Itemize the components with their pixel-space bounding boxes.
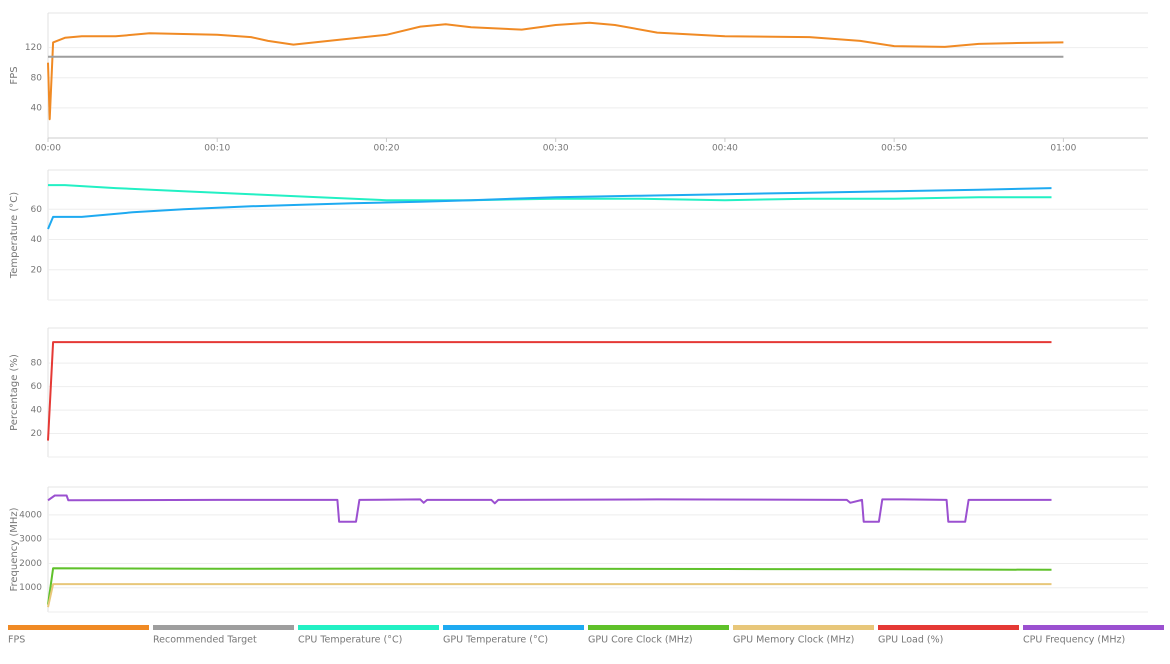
series-line xyxy=(47,187,1052,230)
y-tick-label: 40 xyxy=(31,103,43,113)
y-tick-label: 4000 xyxy=(19,510,42,520)
x-tick-label: 01:00 xyxy=(1050,144,1076,154)
y-tick-label: 80 xyxy=(31,359,43,369)
legend-label: Recommended Target xyxy=(153,635,257,646)
x-tick-label: 00:40 xyxy=(712,144,738,154)
legend-swatch xyxy=(1023,625,1164,630)
y-tick-label: 80 xyxy=(31,73,43,83)
y-axis-label: Percentage (%) xyxy=(9,354,20,431)
y-axis-label: Frequency (MHz) xyxy=(9,507,20,591)
x-tick-label: 00:50 xyxy=(881,144,907,154)
legend-swatch xyxy=(298,625,439,630)
series-line xyxy=(47,583,1052,608)
y-tick-label: 60 xyxy=(31,382,43,392)
legend-label: CPU Frequency (MHz) xyxy=(1023,635,1125,646)
series-line xyxy=(47,21,1064,121)
y-tick-label: 3000 xyxy=(19,535,42,545)
y-tick-label: 20 xyxy=(31,265,43,275)
legend-label: FPS xyxy=(8,635,25,646)
y-tick-label: 120 xyxy=(25,43,42,53)
legend-swatch xyxy=(443,625,584,630)
series-line xyxy=(47,567,1052,605)
x-tick-label: 00:10 xyxy=(204,144,230,154)
series-line xyxy=(47,341,1052,441)
x-tick-label: 00:30 xyxy=(543,144,569,154)
legend-swatch xyxy=(8,625,149,630)
y-tick-label: 60 xyxy=(31,205,43,215)
legend-swatch xyxy=(733,625,874,630)
legend-label: GPU Load (%) xyxy=(878,635,943,646)
x-tick-label: 00:00 xyxy=(35,144,61,154)
y-axis-label: FPS xyxy=(9,66,20,84)
series-line xyxy=(47,494,1052,523)
legend-swatch xyxy=(153,625,294,630)
legend-swatch xyxy=(588,625,729,630)
y-axis-label: Temperature (°C) xyxy=(9,192,20,279)
legend-label: CPU Temperature (°C) xyxy=(298,635,402,646)
y-tick-label: 1000 xyxy=(19,583,42,593)
y-tick-label: 40 xyxy=(31,406,43,416)
y-tick-label: 2000 xyxy=(19,559,42,569)
legend-swatch xyxy=(878,625,1019,630)
y-tick-label: 40 xyxy=(31,235,43,245)
y-tick-label: 20 xyxy=(31,429,43,439)
legend-label: GPU Temperature (°C) xyxy=(443,635,548,646)
legend-label: GPU Memory Clock (MHz) xyxy=(733,635,854,646)
x-tick-label: 00:20 xyxy=(373,144,399,154)
legend-label: GPU Core Clock (MHz) xyxy=(588,635,693,646)
